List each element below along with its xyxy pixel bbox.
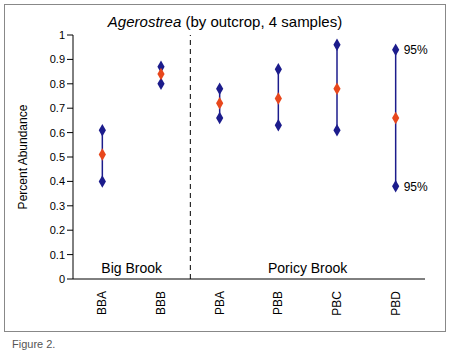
svg-text:BBB: BBB — [154, 291, 168, 315]
svg-text:PBA: PBA — [213, 291, 227, 315]
svg-text:0.6: 0.6 — [50, 127, 65, 139]
svg-text:0.8: 0.8 — [50, 78, 65, 90]
svg-text:PBB: PBB — [271, 291, 285, 315]
svg-text:0.1: 0.1 — [50, 249, 65, 261]
svg-text:95%: 95% — [404, 180, 428, 194]
svg-text:0.7: 0.7 — [50, 102, 65, 114]
svg-text:0.5: 0.5 — [50, 151, 65, 163]
svg-text:1: 1 — [59, 29, 65, 41]
svg-text:0.4: 0.4 — [50, 175, 65, 187]
svg-text:Percent Abundance: Percent Abundance — [16, 104, 30, 209]
svg-text:0.2: 0.2 — [50, 224, 65, 236]
svg-text:PBD: PBD — [389, 291, 403, 316]
svg-text:0.3: 0.3 — [50, 200, 65, 212]
svg-text:0.9: 0.9 — [50, 53, 65, 65]
svg-text:Big Brook: Big Brook — [101, 260, 163, 276]
html-text:Figure 2.: Figure 2. — [12, 338, 56, 350]
html-text:Agerostrea (by outcrop, 4 samp: Agerostrea (by outcrop, 4 samples) — [107, 13, 343, 30]
svg-text:PBC: PBC — [330, 291, 344, 316]
svg-text:BBA: BBA — [95, 291, 109, 315]
svg-text:Poricy Brook: Poricy Brook — [268, 260, 348, 276]
svg-text:0: 0 — [59, 273, 65, 285]
svg-text:95%: 95% — [404, 43, 428, 57]
